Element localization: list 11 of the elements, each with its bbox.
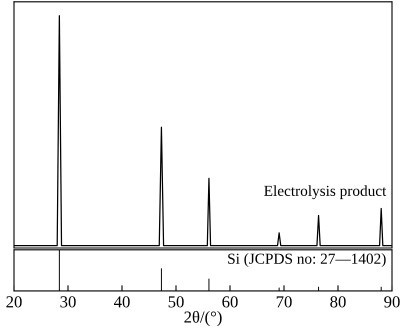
series-label: Si (JCPDS no: 27—1402) <box>228 253 386 267</box>
x-tick-label: 60 <box>222 296 238 308</box>
x-tick-label: 90 <box>384 296 400 308</box>
x-tick-label: 40 <box>114 296 130 308</box>
x-tick-label: 20 <box>6 296 22 308</box>
series-label: Electrolysis product <box>264 185 386 200</box>
x-tick-label: 50 <box>168 296 184 308</box>
x-tick-label: 80 <box>330 296 346 308</box>
x-axis-title: 2θ/(°) <box>184 310 222 326</box>
x-tick-label: 70 <box>276 296 292 308</box>
x-tick-label: 30 <box>60 296 76 308</box>
